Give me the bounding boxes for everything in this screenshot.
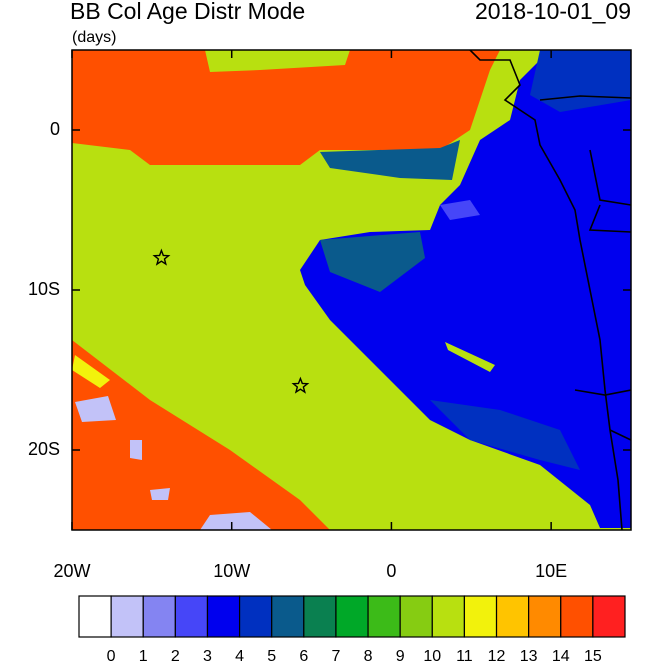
region xyxy=(200,512,272,530)
colorbar-label: 3 xyxy=(203,648,212,665)
colorbar-label: 5 xyxy=(267,648,276,665)
colorbar-label: 4 xyxy=(235,648,244,665)
colorbar-box xyxy=(367,595,401,638)
time-label: 2018-10-01_09 xyxy=(475,0,631,24)
colorbar-box xyxy=(206,595,241,638)
region xyxy=(72,50,500,165)
colorbar-box xyxy=(592,595,626,638)
units: (days) xyxy=(72,29,116,46)
colorbar-label: 9 xyxy=(396,648,405,665)
colorbar-label: 14 xyxy=(552,648,570,665)
region xyxy=(72,355,110,388)
colorbar-box xyxy=(238,595,273,638)
colorbar-label: 0 xyxy=(107,648,116,665)
y-tick-label: 0 xyxy=(50,119,60,139)
site-marker xyxy=(291,376,310,394)
colorbar-label: 1 xyxy=(139,648,148,665)
colorbar-label: 7 xyxy=(331,648,340,665)
colorbar-box xyxy=(110,595,144,638)
colorbar-label: 13 xyxy=(520,648,538,665)
colorbar-box xyxy=(303,595,337,638)
colorbar-label: 15 xyxy=(584,648,602,665)
colorbar-label: 12 xyxy=(488,648,506,665)
colorbar-box xyxy=(174,595,209,638)
region xyxy=(320,232,425,292)
region xyxy=(440,200,480,220)
title: BB Col Age Distr Mode xyxy=(70,0,305,24)
site-marker xyxy=(152,248,171,266)
colorbar-box xyxy=(271,595,305,638)
colorbar-box xyxy=(142,595,176,638)
y-tick-label: 10S xyxy=(28,279,60,299)
region xyxy=(75,396,116,422)
region xyxy=(430,400,580,470)
region xyxy=(130,440,142,460)
region xyxy=(320,140,460,180)
colorbar-box xyxy=(431,595,466,638)
x-tick-label: 10W xyxy=(213,561,250,581)
field xyxy=(72,50,631,530)
x-tick-label: 10E xyxy=(535,561,567,581)
colorbar-box xyxy=(528,595,562,638)
colorbar-box xyxy=(78,595,112,638)
x-tick-label: 0 xyxy=(386,561,396,581)
y-tick-label: 20S xyxy=(28,439,60,459)
colorbar-label: 10 xyxy=(423,648,441,665)
coastline xyxy=(469,50,623,530)
colorbar-label: 8 xyxy=(364,648,373,665)
region xyxy=(445,342,495,372)
region xyxy=(300,50,631,528)
colorbar-box xyxy=(495,595,530,638)
x-tick-label: 20W xyxy=(53,561,90,581)
colorbar-label: 11 xyxy=(456,648,473,665)
colorbar-box xyxy=(399,595,433,638)
colorbar-label: 6 xyxy=(299,648,308,665)
borders xyxy=(539,95,631,441)
colorbar-box xyxy=(560,595,594,638)
colorbar-box xyxy=(335,595,369,638)
region xyxy=(150,488,170,500)
colorbar-label: 2 xyxy=(171,648,180,665)
region xyxy=(205,50,350,72)
colorbar-box xyxy=(463,595,498,638)
region xyxy=(72,340,330,530)
